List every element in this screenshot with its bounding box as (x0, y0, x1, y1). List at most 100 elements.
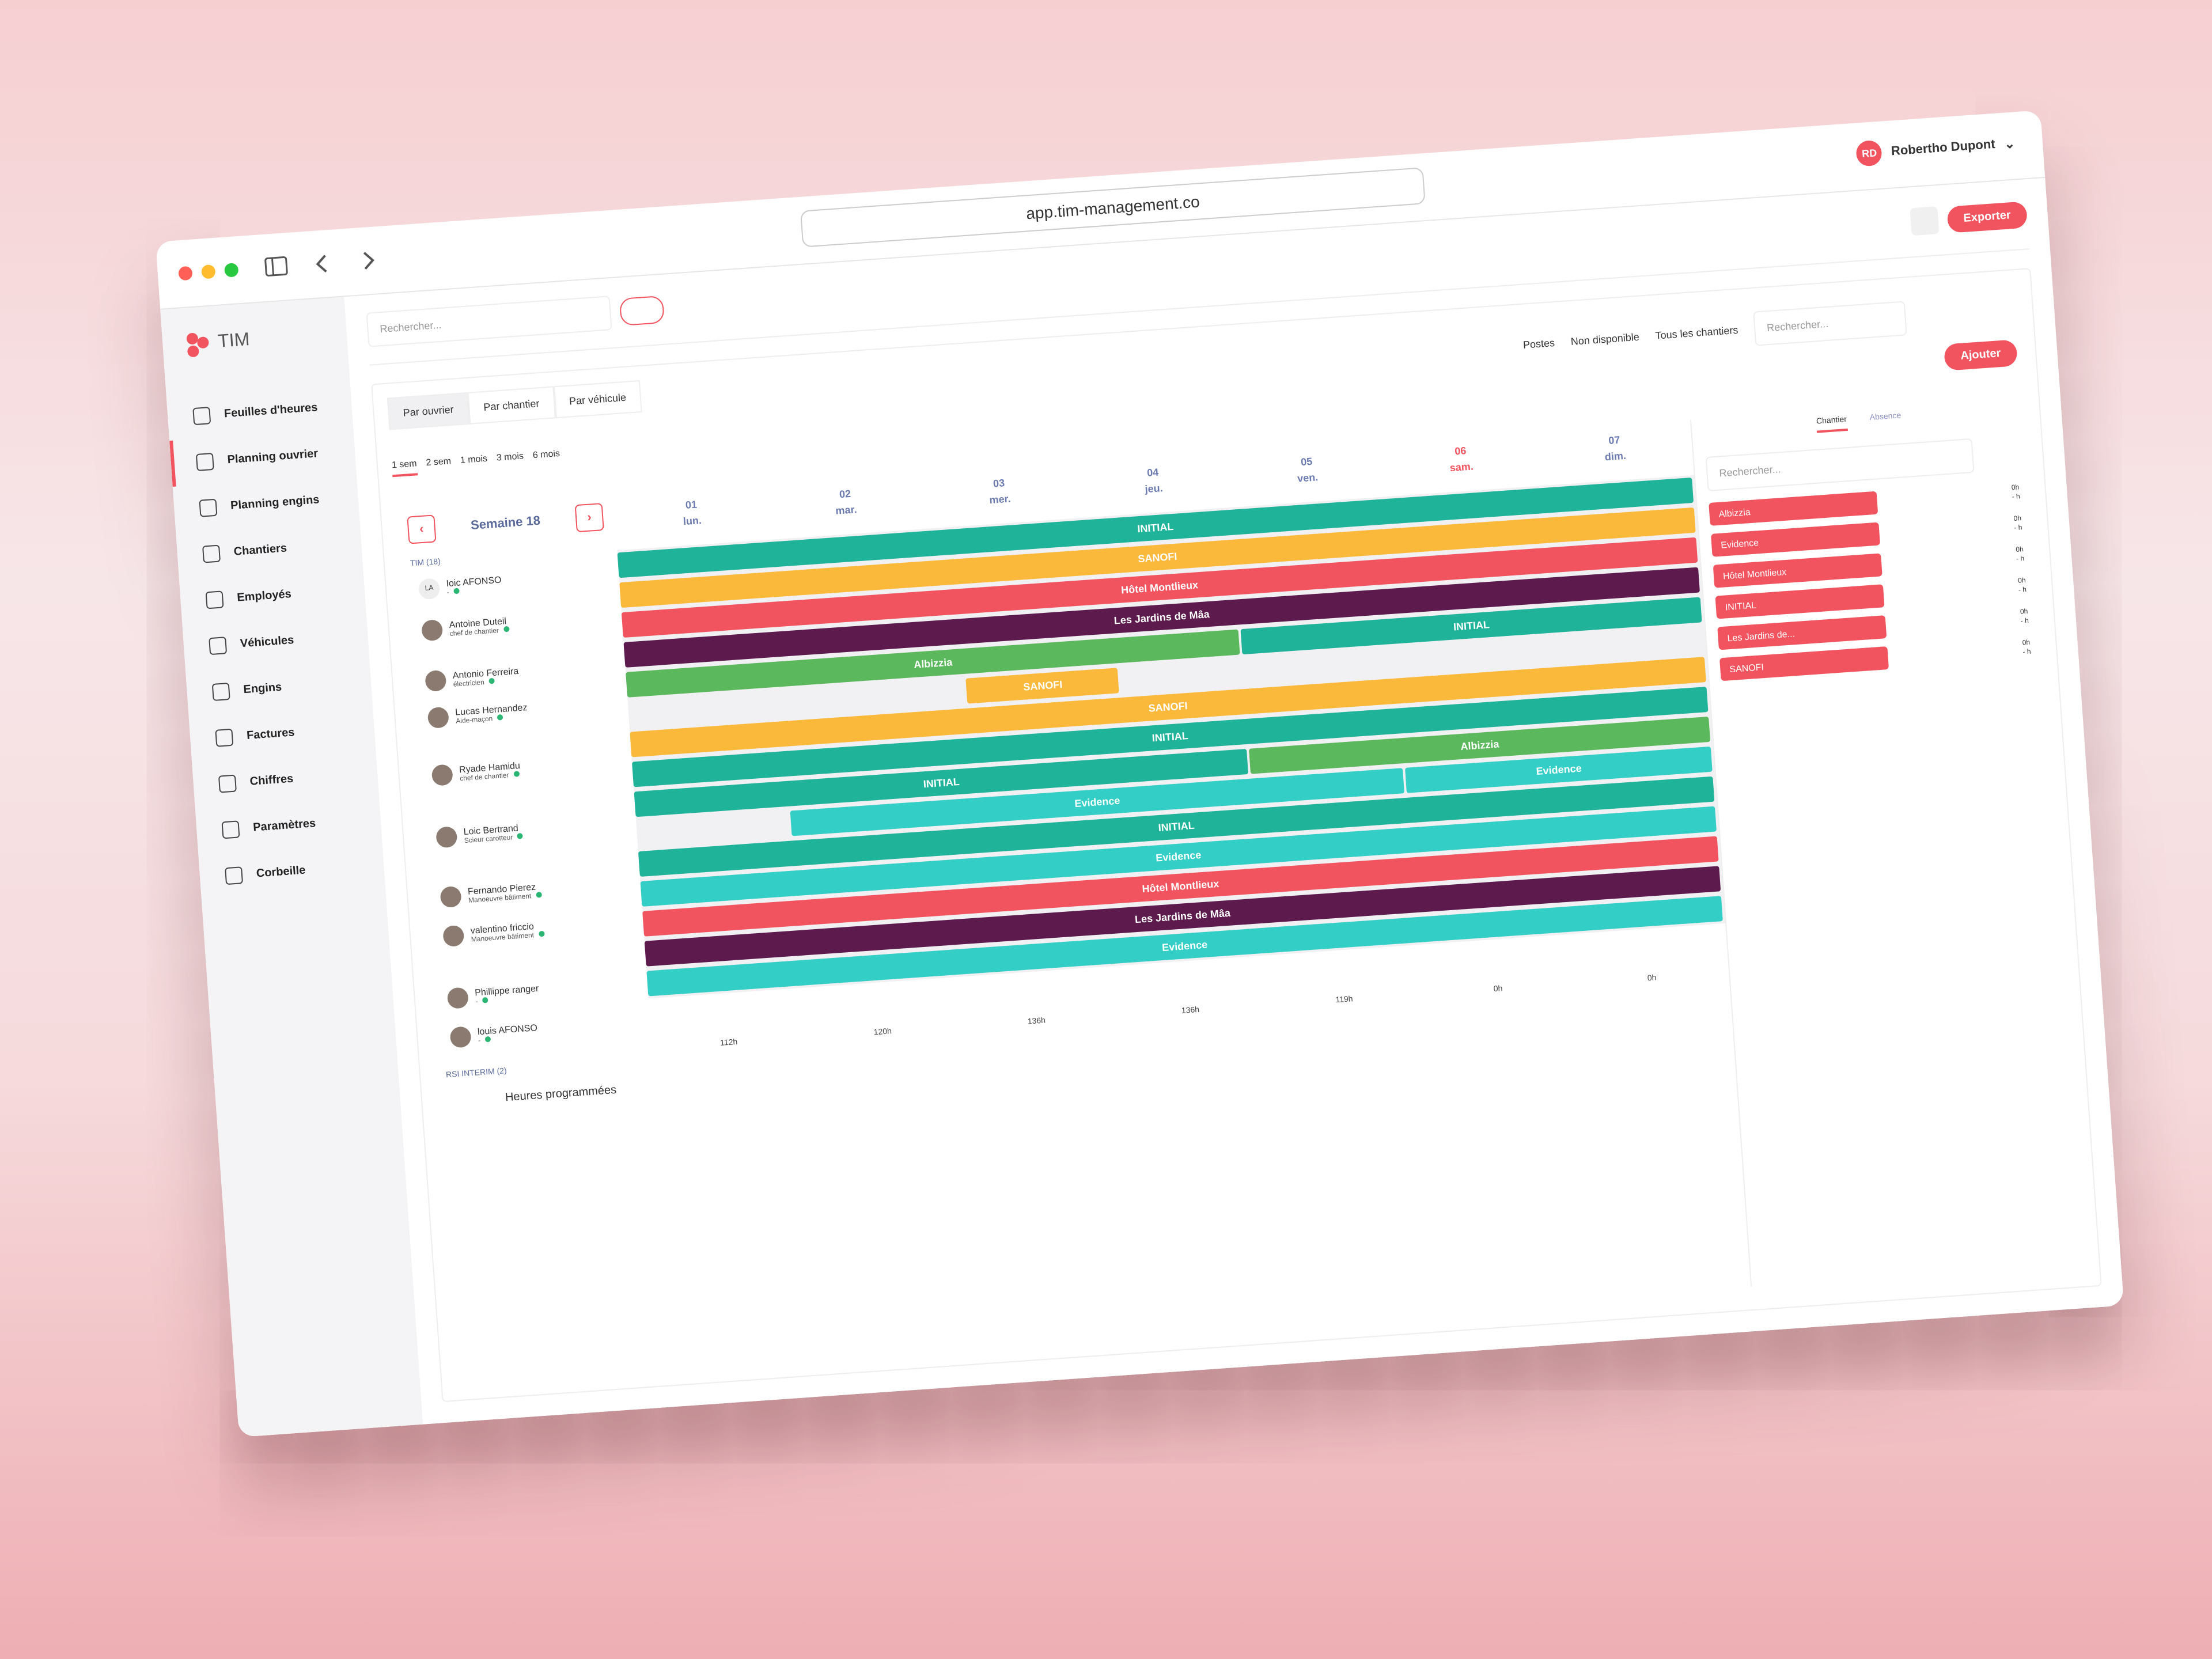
chantier-name: INITIAL (1725, 599, 1757, 612)
close-button[interactable] (178, 266, 193, 281)
chantier-name: Evidence (1720, 537, 1759, 550)
employee[interactable]: LA Ioic AFONSO - (418, 560, 620, 604)
url: app.tim-management.co (1025, 192, 1200, 223)
hours: 0h (2011, 484, 2020, 493)
planned: - h (2014, 525, 2022, 533)
nav-label: Véhicules (240, 633, 294, 650)
chantier-chip[interactable]: SANOFI (1719, 646, 1889, 681)
employee[interactable]: valentino friccio Manoeuvre bâtiment (442, 908, 645, 952)
employee[interactable]: Antonio Ferreira électricien (425, 653, 627, 696)
employee[interactable]: Ryade Hamidu chef de chantier (431, 747, 633, 791)
hours: 0h (2016, 547, 2024, 555)
nav-label: Planning ouvrier (226, 447, 319, 467)
main: Rechercher... Exporter Par ouvrier Par ch… (344, 177, 2124, 1426)
employee[interactable]: Fernando Pierez Manoeuvre bâtiment (440, 869, 642, 912)
chantier-name: Les Jardins de... (1726, 628, 1796, 643)
chantier-chip[interactable]: Evidence (1710, 522, 1881, 557)
next-week[interactable]: › (574, 503, 604, 533)
placeholder: Rechercher... (1766, 317, 1829, 334)
employee-info: Phillippe ranger - (475, 983, 540, 1006)
chantier-chip[interactable]: Hôtel Montlieux (1713, 553, 1883, 588)
total: 120h (873, 1028, 892, 1037)
user-name: Robertho Dupont (1891, 137, 1996, 159)
hours: 0h (2020, 608, 2028, 616)
search-input[interactable]: Rechercher... (366, 296, 612, 347)
browser-window: app.tim-management.co RD Robertho Dupont ⌄… (156, 110, 2124, 1437)
panel-tab[interactable]: Chantier (1816, 415, 1848, 433)
range-tab[interactable]: 2 sem (425, 456, 452, 468)
avatar (440, 885, 462, 908)
search-button[interactable] (619, 295, 665, 326)
logo-icon (186, 332, 209, 357)
view-tab[interactable]: Par ouvrier (387, 392, 470, 430)
role: Aide-maçon (456, 716, 493, 726)
gantt: 01 lun. 02 mar. 03 mer. 04 jeu. 05 ven. 06 sam. 07 di… (613, 420, 1751, 1362)
chantier-hours: 0h - h (2011, 483, 2021, 502)
planned: - h (2022, 649, 2032, 657)
day-header: 06 sam. (1382, 431, 1540, 492)
employee-info: Fernando Pierez Manoeuvre bâtiment (467, 881, 542, 905)
role: chef de chantier (449, 628, 499, 639)
day-header: 02 mar. (767, 474, 925, 535)
filter[interactable]: Tous les chantiers (1655, 324, 1738, 342)
prev-week[interactable]: ‹ (407, 514, 437, 544)
employee[interactable]: louis AFONSO - (449, 1009, 652, 1052)
employee-info: Ryade Hamidu chef de chantier (459, 760, 521, 783)
chantier-chip[interactable]: Albizzia (1709, 491, 1878, 526)
user-menu[interactable]: RD Robertho Dupont ⌄ (1855, 130, 2016, 167)
week-nav: ‹ Semaine 18 › (395, 495, 616, 552)
employee-info: Lucas Hernandez Aide-maçon (455, 702, 528, 726)
range-tab[interactable]: 6 mois (532, 448, 560, 461)
nav-icon (202, 544, 221, 563)
chantier-chip[interactable]: INITIAL (1715, 584, 1885, 619)
add-button[interactable]: Ajouter (1943, 339, 2018, 371)
avatar (421, 619, 444, 642)
planned: - h (2018, 586, 2027, 594)
filter[interactable]: Non disponible (1570, 331, 1639, 347)
expand-button[interactable] (1910, 206, 1940, 236)
employee[interactable]: Lucas Hernandez Aide-maçon (427, 690, 629, 733)
avatar (431, 764, 453, 786)
day-header: 05 ven. (1229, 441, 1386, 502)
nav-label: Paramètres (252, 817, 316, 834)
nav-icon (192, 406, 211, 425)
day-header: 07 dim. (1536, 420, 1694, 481)
avatar (442, 925, 465, 948)
sidebar: TIM Feuilles d'heures Planning ouvrier Pla… (160, 297, 423, 1437)
nav-label: Chiffres (249, 772, 294, 788)
range-tab[interactable]: 3 mois (496, 450, 524, 463)
nav-icon (199, 498, 218, 517)
chantier-hours: 0h - h (2022, 639, 2031, 658)
role: Scieur carotteur (464, 835, 513, 846)
panel-tab[interactable]: Absence (1869, 412, 1902, 423)
employee[interactable]: Antoine Duteil chef de chantier (421, 602, 623, 646)
nav-label: Employés (236, 588, 292, 604)
filter[interactable]: Postes (1522, 337, 1555, 351)
nav-icon (218, 774, 237, 793)
hours: 0h (2022, 639, 2031, 647)
status-dot (535, 892, 542, 898)
chevron: ⌄ (2003, 137, 2016, 151)
view-tab[interactable]: Par chantier (467, 386, 556, 425)
maximize-button[interactable] (224, 263, 239, 278)
chantier-chip[interactable]: Les Jardins de... (1717, 615, 1887, 650)
avatar (425, 669, 447, 692)
employee[interactable]: Phillippe ranger - (446, 970, 649, 1014)
employee-info: Antoine Duteil chef de chantier (449, 616, 510, 639)
group-label[interactable]: RSI INTERIM (2) (445, 1067, 507, 1080)
status-dot (503, 626, 510, 632)
panel-search[interactable]: Rechercher... (1705, 438, 1975, 492)
title-bar: app.tim-management.co RD Robertho Dupont ⌄ (156, 110, 2046, 310)
nav-label: Feuilles d'heures (224, 401, 319, 421)
role: électricien (453, 680, 485, 689)
avatar (449, 1026, 472, 1048)
range-tab[interactable]: 1 sem (391, 458, 418, 478)
planning-card: Par ouvrier Par chantier Par véhicule 1 se… (371, 268, 2102, 1403)
employee[interactable]: Loic Bertrand Scieur carotteur (435, 809, 638, 853)
range-tab[interactable]: 1 mois (460, 453, 488, 466)
export-button[interactable]: Exporter (1946, 200, 2028, 233)
view-tab[interactable]: Par véhicule (553, 380, 642, 419)
total: 136h (1027, 1017, 1046, 1027)
minimize-button[interactable] (201, 264, 216, 279)
